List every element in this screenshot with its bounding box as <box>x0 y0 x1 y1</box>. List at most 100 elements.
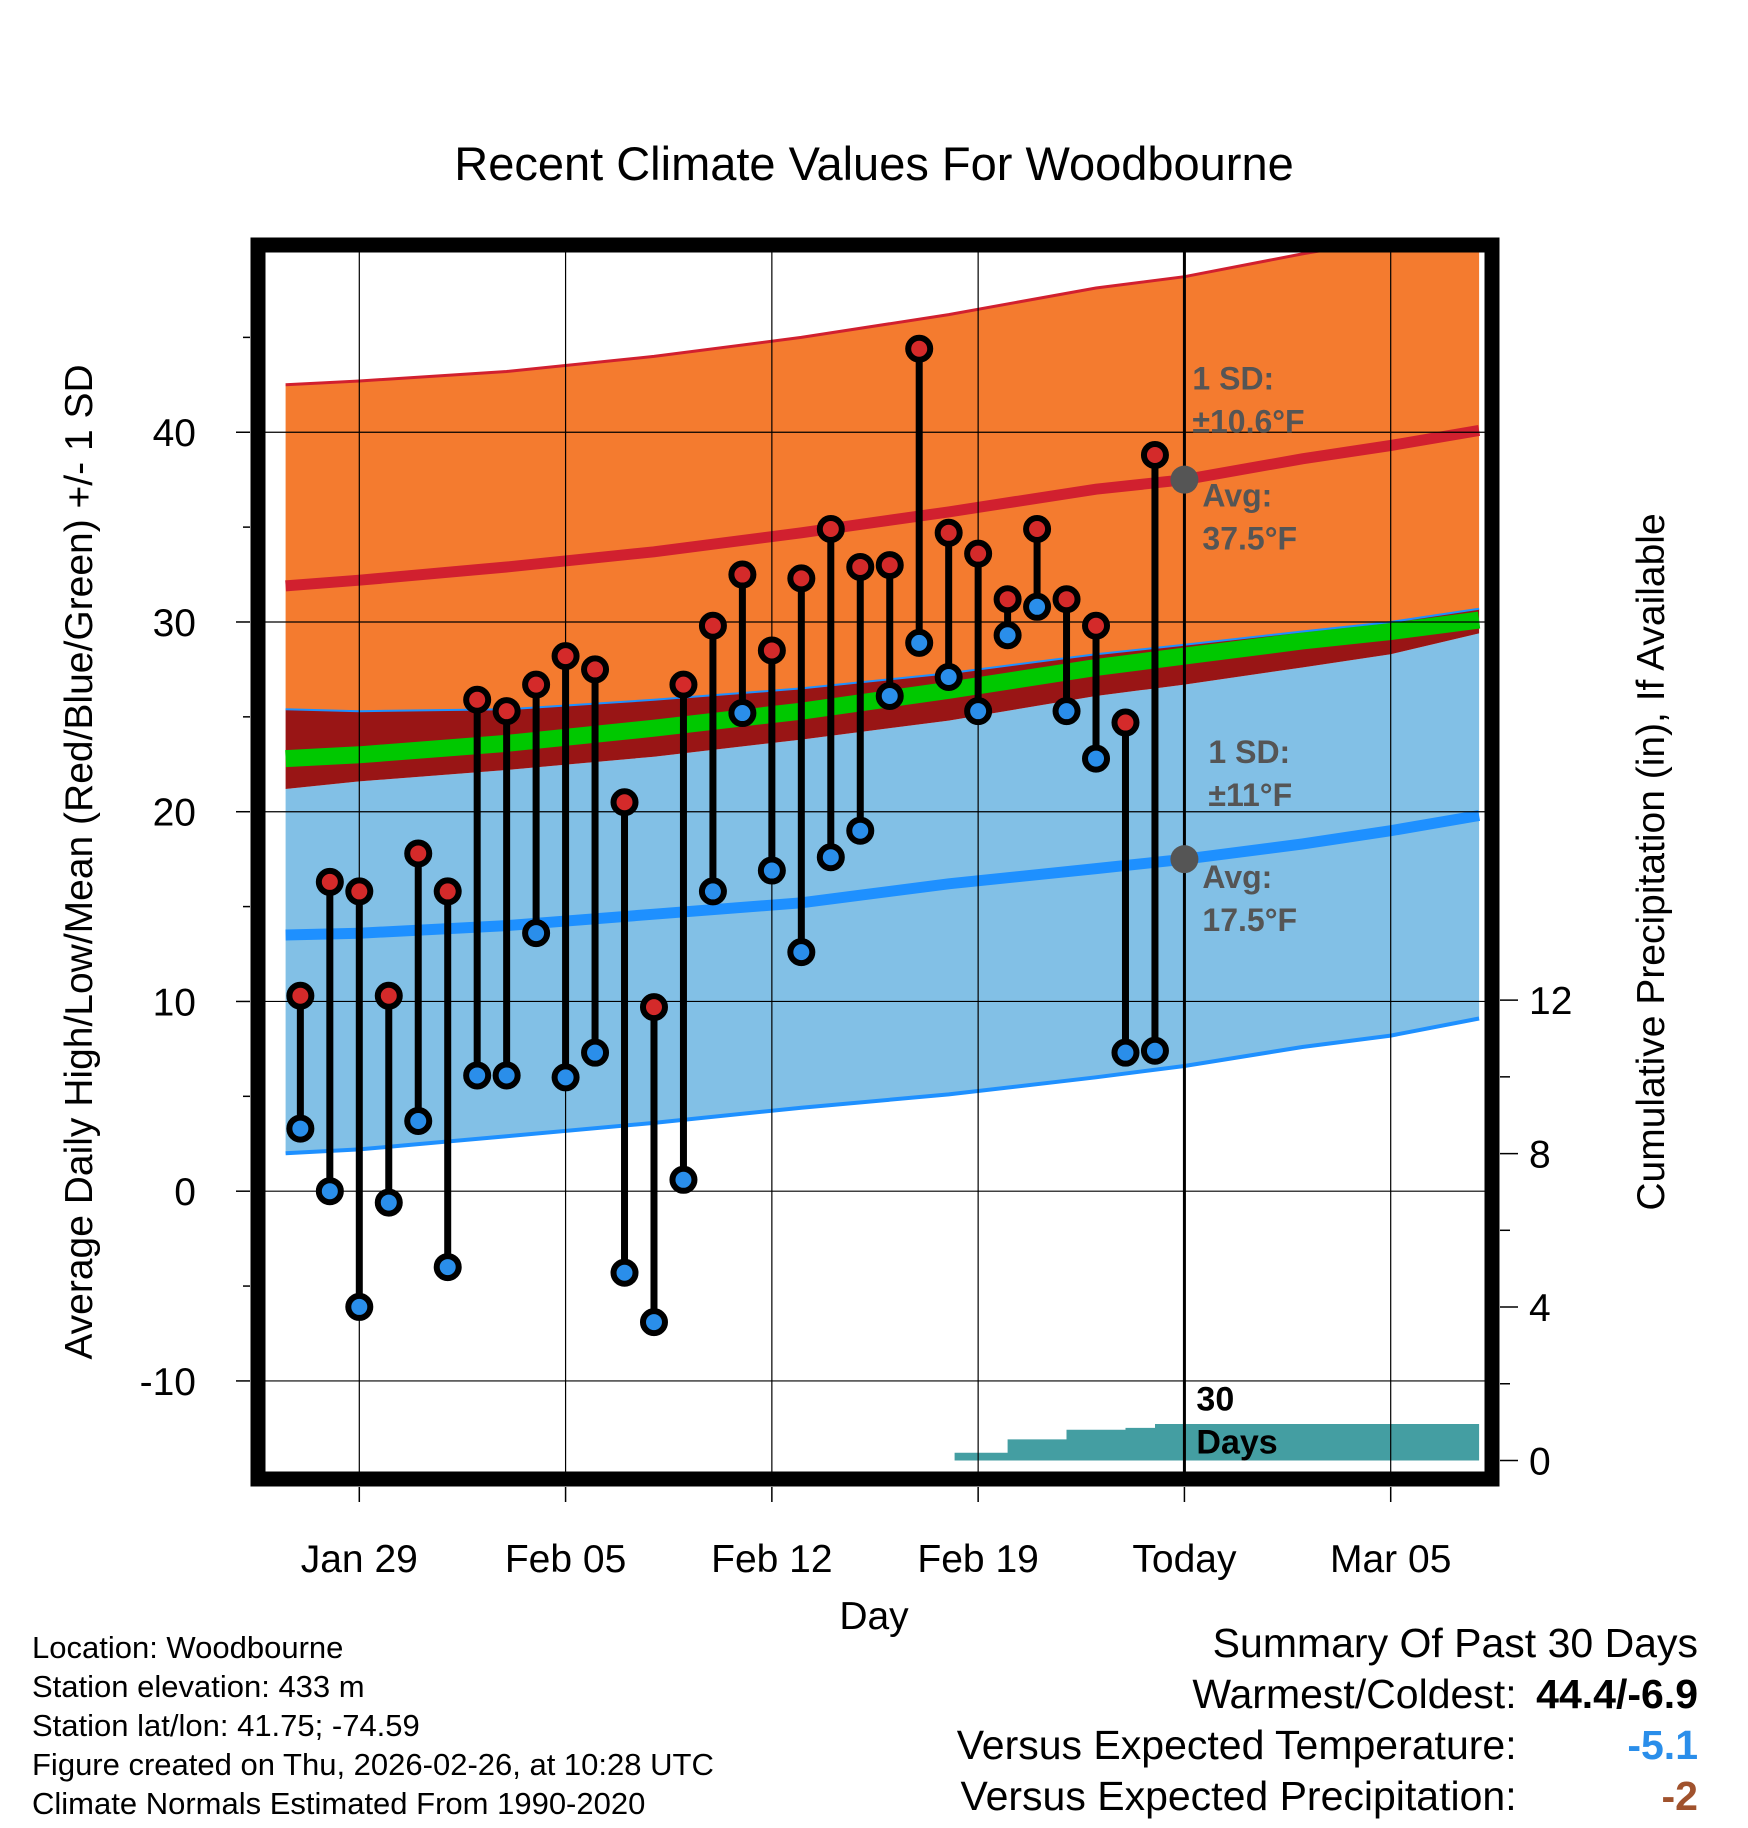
high-point <box>374 981 403 1010</box>
warmest-coldest-row: Warmest/Coldest: 44.4/-6.9 <box>957 1671 1698 1722</box>
y2-tick-label: 12 <box>1529 980 1572 1023</box>
high-normal-line <box>285 424 1481 592</box>
y2-tick-label: 0 <box>1529 1440 1551 1483</box>
high-point <box>433 877 462 906</box>
y-tick-label: 20 <box>153 792 196 835</box>
low-lower-line <box>285 1016 1480 1156</box>
high-point <box>1052 585 1081 614</box>
high-point <box>404 839 433 868</box>
temperature-label: Versus Expected Temperature: <box>956 1722 1517 1768</box>
y2-tick-label: 4 <box>1529 1287 1551 1330</box>
low-point <box>993 621 1022 650</box>
low-point <box>1082 744 1111 773</box>
low-point <box>610 1258 639 1287</box>
warmest-coldest-value: 44.4/-6.9 <box>1536 1671 1698 1717</box>
low-point <box>1111 1038 1140 1067</box>
warmest-coldest-label: Warmest/Coldest: <box>1192 1671 1517 1717</box>
y-tick-label: 40 <box>153 412 196 455</box>
high-point <box>757 636 786 665</box>
x-tick-label: Jan 29 <box>301 1538 418 1581</box>
plot-frame <box>250 237 1500 1487</box>
high-point <box>610 788 639 817</box>
x-tick-label: Feb 19 <box>917 1538 1038 1581</box>
normal-avg-dot <box>1170 465 1199 494</box>
normal-avg-dot <box>1170 845 1199 874</box>
low-point <box>581 1038 610 1067</box>
low-point <box>964 697 993 726</box>
high-point <box>1140 441 1169 470</box>
high-point <box>846 552 875 581</box>
avg-label: Avg: <box>1202 859 1272 895</box>
high-point <box>669 670 698 699</box>
precipitation-value: -2 <box>1661 1773 1698 1819</box>
high-point <box>993 585 1022 614</box>
station-info: Location: Woodbourne Station elevation: … <box>32 1628 714 1823</box>
high-point <box>816 515 845 544</box>
low-point <box>816 843 845 872</box>
data-marks <box>286 252 1186 1472</box>
sd-label: 1 SD: <box>1208 734 1290 770</box>
high-point <box>1111 708 1140 737</box>
created-text: Figure created on Thu, 2026-02-26, at 10… <box>32 1747 714 1782</box>
avg-value: 17.5°F <box>1202 902 1297 938</box>
y-tick-label: 30 <box>153 602 196 645</box>
y2-axis-label: Cumulative Precipitation (in), If Availa… <box>1630 513 1673 1210</box>
high-point <box>581 655 610 684</box>
low-point <box>551 1063 580 1092</box>
y-axis-label: Average Daily High/Low/Mean (Red/Blue/Gr… <box>58 364 101 1359</box>
avg-label: Avg: <box>1202 478 1272 514</box>
low-point <box>433 1253 462 1282</box>
high-point <box>345 877 374 906</box>
low-point <box>757 856 786 885</box>
low-point <box>1023 592 1052 621</box>
low-point <box>1140 1036 1169 1065</box>
low-point <box>315 1177 344 1206</box>
precip-area <box>936 1424 1480 1461</box>
high-point <box>1023 515 1052 544</box>
high-point <box>522 670 551 699</box>
summary-panel: Summary Of Past 30 Days Warmest/Coldest:… <box>957 1620 1698 1824</box>
x-tick-label: Today <box>1132 1538 1237 1581</box>
low-point <box>286 1114 315 1143</box>
high-point <box>934 518 963 547</box>
high-point <box>286 981 315 1010</box>
low-point <box>639 1308 668 1337</box>
low-point <box>934 663 963 692</box>
avg-value: 37.5°F <box>1202 521 1297 557</box>
y-tick-label: 0 <box>174 1171 196 1214</box>
precip-window-label: 30 <box>1196 1381 1234 1419</box>
high-point <box>492 697 521 726</box>
high-point <box>964 539 993 568</box>
elevation-text: Station elevation: 433 m <box>32 1669 365 1704</box>
low-point <box>728 699 757 728</box>
temperature-row: Versus Expected Temperature: -5.1 <box>957 1722 1698 1773</box>
y-tick-label: 10 <box>153 981 196 1024</box>
low-point <box>905 628 934 657</box>
x-tick-label: Mar 05 <box>1330 1538 1451 1581</box>
summary-title: Summary Of Past 30 Days <box>1212 1620 1698 1666</box>
axes: -10 0 10 20 30 40 0 4 8 12 Jan 29 Feb 05 Feb 12 Feb 1… <box>140 237 1572 1581</box>
precip-window-label: Days <box>1196 1424 1277 1462</box>
sd-label: 1 SD: <box>1192 361 1274 397</box>
x-tick-label: Feb 05 <box>505 1538 626 1581</box>
high-point <box>639 993 668 1022</box>
high-point <box>875 551 904 580</box>
high-point <box>315 867 344 896</box>
low-point <box>374 1188 403 1217</box>
high-point <box>728 560 757 589</box>
low-normal-line <box>285 810 1481 941</box>
y-tick-label: -10 <box>140 1361 196 1404</box>
high-upper-line <box>285 252 1323 387</box>
low-point <box>787 938 816 967</box>
plot-area <box>285 252 1481 1461</box>
high-point <box>787 564 816 593</box>
sd-value: ±11°F <box>1208 777 1292 813</box>
x-tick-label: Feb 12 <box>711 1538 832 1581</box>
low-point <box>345 1292 374 1321</box>
low-point <box>1052 697 1081 726</box>
low-point <box>404 1106 433 1135</box>
high-sd-band <box>285 252 1480 712</box>
high-point <box>463 685 492 714</box>
high-point <box>551 642 580 671</box>
